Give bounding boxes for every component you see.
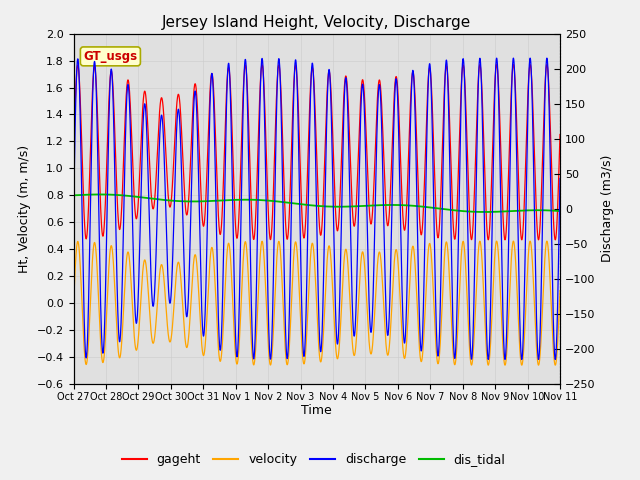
- dis_tidal: [70, 192, 77, 198]
- Y-axis label: Discharge (m3/s): Discharge (m3/s): [601, 155, 614, 263]
- dis_tidal: [364, 203, 372, 209]
- Y-axis label: Ht, Velocity (m, m/s): Ht, Velocity (m, m/s): [18, 145, 31, 273]
- velocity: [556, 291, 564, 297]
- discharge: [556, 176, 564, 181]
- discharge: [205, 123, 213, 129]
- discharge: [510, 57, 518, 62]
- velocity: [205, 266, 213, 272]
- discharge: [364, 247, 372, 252]
- gageht: [372, 122, 380, 128]
- Line: discharge: discharge: [74, 58, 560, 360]
- gageht: [364, 173, 372, 179]
- dis_tidal: [372, 203, 380, 208]
- Text: GT_usgs: GT_usgs: [83, 50, 138, 63]
- velocity: [174, 260, 182, 266]
- dis_tidal: [556, 208, 564, 214]
- discharge: [372, 159, 380, 165]
- dis_tidal: [174, 198, 182, 204]
- discharge: [543, 55, 551, 61]
- dis_tidal: [205, 198, 213, 204]
- velocity: [372, 281, 380, 287]
- gageht: [556, 136, 564, 142]
- velocity: [556, 288, 564, 294]
- gageht: [556, 132, 564, 137]
- dis_tidal: [556, 208, 564, 214]
- X-axis label: Time: Time: [301, 405, 332, 418]
- Line: velocity: velocity: [74, 241, 560, 365]
- dis_tidal: [97, 192, 104, 197]
- Line: gageht: gageht: [74, 65, 560, 240]
- velocity: [70, 300, 77, 306]
- dis_tidal: [510, 208, 518, 214]
- Title: Jersey Island Height, Velocity, Discharge: Jersey Island Height, Velocity, Discharg…: [162, 15, 472, 30]
- gageht: [174, 93, 182, 98]
- velocity: [552, 362, 559, 368]
- discharge: [556, 183, 564, 189]
- discharge: [552, 357, 559, 362]
- gageht: [510, 63, 518, 69]
- velocity: [510, 239, 518, 245]
- dis_tidal: [481, 209, 488, 215]
- Legend: gageht, velocity, discharge, dis_tidal: gageht, velocity, discharge, dis_tidal: [116, 448, 511, 471]
- velocity: [543, 238, 551, 244]
- gageht: [70, 149, 77, 155]
- gageht: [543, 62, 551, 68]
- gageht: [205, 101, 213, 107]
- gageht: [552, 237, 559, 243]
- discharge: [70, 206, 77, 212]
- velocity: [364, 317, 372, 323]
- discharge: [174, 108, 182, 114]
- Line: dis_tidal: dis_tidal: [74, 194, 560, 212]
